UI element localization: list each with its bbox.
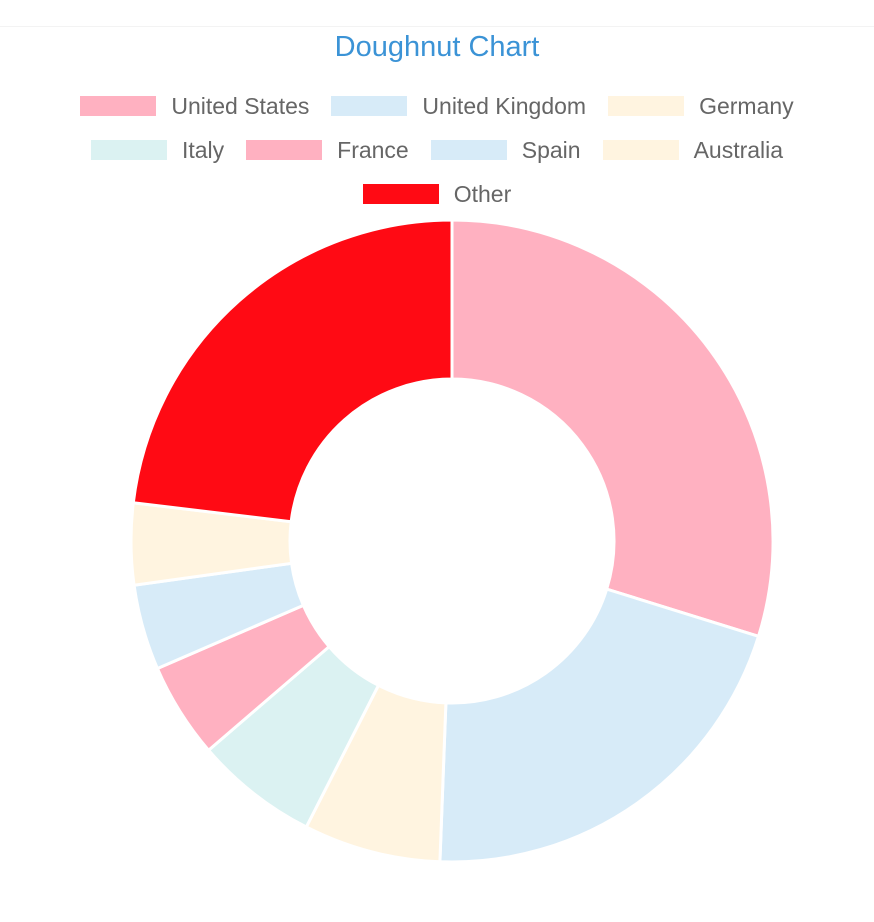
legend-item-italy[interactable]: Italy <box>90 136 225 164</box>
legend-swatch <box>362 184 439 204</box>
legend-swatch <box>430 140 507 160</box>
legend-label: Australia <box>693 136 784 163</box>
legend-item-united-states[interactable]: United States <box>80 93 309 120</box>
legend-swatch <box>331 96 408 116</box>
doughnut-slice-united-kingdom[interactable] <box>438 587 761 864</box>
legend-label: Germany <box>699 92 794 119</box>
legend-item-other[interactable]: Other <box>362 180 512 208</box>
legend-label: Spain <box>521 136 581 163</box>
legend-label: France <box>337 136 409 163</box>
legend-swatch <box>80 96 157 116</box>
legend-row: Italy France Spain Australia <box>0 128 874 172</box>
legend-item-germany[interactable]: Germany <box>608 93 794 120</box>
top-divider <box>0 26 874 27</box>
legend-label: United States <box>171 92 310 119</box>
legend-label: Other <box>453 180 512 207</box>
legend-swatch <box>90 140 167 160</box>
legend-row: Other <box>0 172 874 216</box>
legend-item-australia[interactable]: Australia <box>602 136 784 164</box>
legend-swatch <box>602 140 679 160</box>
doughnut-slice-united-states[interactable] <box>450 218 775 639</box>
legend-item-france[interactable]: France <box>246 137 409 164</box>
chart-title: Doughnut Chart <box>334 31 540 63</box>
legend-item-spain[interactable]: Spain <box>430 136 581 164</box>
legend-swatch <box>246 140 323 160</box>
legend-label: Italy <box>181 136 225 163</box>
legend-swatch <box>608 96 685 116</box>
chart-legend: United States United Kingdom Germany Ita… <box>0 84 874 216</box>
legend-label: United Kingdom <box>422 92 587 119</box>
doughnut-slice-other[interactable] <box>131 218 454 524</box>
legend-item-united-kingdom[interactable]: United Kingdom <box>331 93 586 120</box>
legend-row: United States United Kingdom Germany <box>0 84 874 128</box>
